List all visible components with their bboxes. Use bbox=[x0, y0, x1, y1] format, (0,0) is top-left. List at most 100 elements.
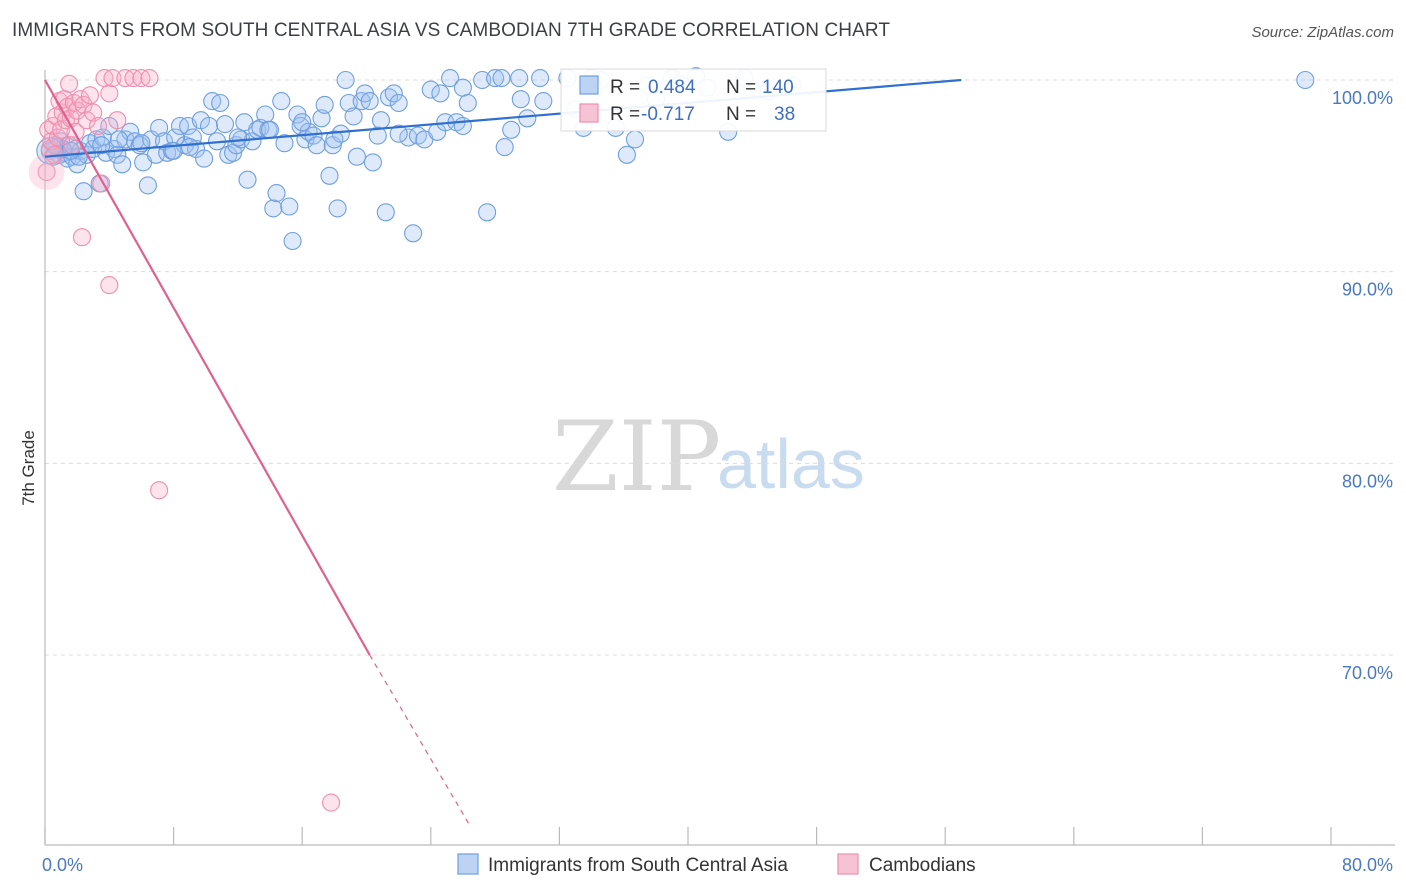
data-point-blue bbox=[195, 149, 214, 168]
data-point-blue bbox=[389, 93, 408, 113]
data-point-pink bbox=[88, 116, 108, 136]
y-axis-label: 7th Grade bbox=[19, 430, 38, 506]
y-tick-label: 70.0% bbox=[1342, 663, 1393, 683]
watermark-atlas: atlas bbox=[717, 425, 865, 503]
data-point-blue bbox=[384, 84, 403, 103]
data-point-blue bbox=[180, 138, 199, 157]
data-point-blue bbox=[371, 111, 391, 130]
data-point-blue bbox=[368, 126, 387, 145]
data-point-blue bbox=[1296, 70, 1315, 90]
data-point-pink bbox=[140, 69, 159, 88]
data-point-blue bbox=[260, 120, 280, 139]
legend-label-pink: Cambodians bbox=[869, 855, 976, 876]
data-point-pink bbox=[100, 276, 119, 295]
data-point-blue bbox=[495, 138, 514, 157]
data-point-blue bbox=[389, 124, 408, 143]
data-point-blue bbox=[272, 92, 291, 111]
data-point-blue bbox=[421, 80, 440, 99]
data-point-blue bbox=[625, 130, 645, 149]
data-point-blue bbox=[453, 78, 472, 97]
data-point-blue bbox=[404, 224, 423, 243]
trendline-pink-extension bbox=[369, 654, 472, 828]
data-point-blue bbox=[363, 153, 382, 172]
x-tick-label: 0.0% bbox=[42, 855, 83, 875]
data-point-pink bbox=[72, 228, 92, 247]
data-point-blue bbox=[453, 116, 472, 136]
data-point-pink bbox=[71, 90, 90, 109]
data-point-blue bbox=[74, 182, 93, 201]
data-point-blue bbox=[211, 93, 230, 113]
stats-swatch-blue bbox=[579, 75, 599, 95]
data-point-pink bbox=[322, 793, 341, 812]
data-point-blue bbox=[138, 176, 157, 195]
data-point-blue bbox=[531, 69, 550, 88]
data-point-blue bbox=[238, 170, 257, 189]
data-point-pink bbox=[37, 162, 56, 182]
stats-swatch-pink bbox=[579, 103, 599, 123]
data-point-blue bbox=[243, 132, 262, 151]
data-point-pink bbox=[84, 103, 103, 122]
data-point-blue bbox=[458, 93, 477, 113]
data-point-blue bbox=[256, 105, 275, 124]
legend-label-blue: Immigrants from South Central Asia bbox=[488, 855, 788, 876]
data-point-blue bbox=[280, 197, 299, 216]
y-tick-labels: 100.0% 90.0% 80.0% 70.0% bbox=[1332, 88, 1393, 683]
series-pink-points bbox=[28, 69, 341, 812]
data-point-blue bbox=[315, 95, 334, 114]
stats-r-value-blue: 0.484 bbox=[648, 77, 696, 98]
data-point-blue bbox=[267, 184, 286, 203]
data-point-blue bbox=[441, 69, 460, 88]
x-tick-label: 80.0% bbox=[1342, 855, 1393, 875]
data-point-blue bbox=[510, 69, 529, 88]
data-point-blue bbox=[325, 130, 344, 149]
data-point-pink bbox=[100, 84, 119, 103]
stats-n-value-pink: 38 bbox=[774, 104, 795, 125]
chart-title: IMMIGRANTS FROM SOUTH CENTRAL ASIA VS CA… bbox=[12, 20, 891, 41]
legend-swatch-pink bbox=[837, 853, 859, 875]
data-point-blue bbox=[87, 130, 106, 149]
stats-r-value-pink: -0.717 bbox=[641, 104, 695, 125]
data-point-blue bbox=[431, 84, 450, 103]
stats-n-value-blue: 140 bbox=[762, 77, 794, 98]
data-point-blue bbox=[93, 128, 112, 147]
stats-box: R = 0.484 N = 140 R = -0.717 N = 38 bbox=[560, 68, 827, 132]
data-point-blue bbox=[344, 107, 363, 126]
data-point-blue bbox=[347, 147, 366, 166]
data-point-pink bbox=[74, 95, 93, 114]
x-tick-labels: 0.0% 80.0% bbox=[42, 855, 1393, 875]
data-point-blue bbox=[199, 116, 219, 136]
watermark-zip: ZIP bbox=[552, 401, 721, 513]
data-point-blue bbox=[307, 136, 326, 155]
data-point-pink bbox=[108, 111, 127, 130]
legend: Immigrants from South Central Asia Cambo… bbox=[457, 853, 976, 876]
y-tick-label: 100.0% bbox=[1332, 88, 1393, 108]
data-point-pink bbox=[103, 69, 122, 88]
data-point-blue bbox=[502, 120, 521, 139]
stats-n-label-blue: N = bbox=[726, 77, 756, 98]
legend-swatch-blue bbox=[457, 853, 479, 875]
data-point-blue bbox=[215, 115, 235, 134]
data-point-blue bbox=[328, 199, 347, 218]
y-tick-label: 90.0% bbox=[1342, 280, 1393, 300]
data-point-pink bbox=[60, 74, 79, 93]
stats-r-label-blue: R = bbox=[610, 77, 640, 98]
data-point-blue bbox=[617, 145, 636, 164]
axes bbox=[44, 70, 1395, 846]
source-label: Source: ZipAtlas.com bbox=[1251, 24, 1394, 41]
data-point-pink bbox=[77, 111, 96, 130]
stats-r-label-pink: R = bbox=[610, 104, 640, 125]
data-point-blue bbox=[360, 92, 379, 111]
data-point-blue bbox=[486, 69, 505, 88]
stats-n-label-pink: N = bbox=[726, 104, 756, 125]
data-point-pink bbox=[80, 86, 100, 105]
data-point-blue bbox=[293, 113, 312, 132]
data-point-blue bbox=[113, 155, 132, 174]
data-point-blue bbox=[376, 203, 395, 222]
data-point-blue bbox=[492, 69, 511, 88]
data-point-blue bbox=[109, 130, 128, 149]
data-point-blue bbox=[183, 128, 202, 147]
data-point-pink bbox=[28, 154, 65, 190]
data-point-blue bbox=[228, 128, 247, 147]
data-point-blue bbox=[336, 70, 355, 90]
